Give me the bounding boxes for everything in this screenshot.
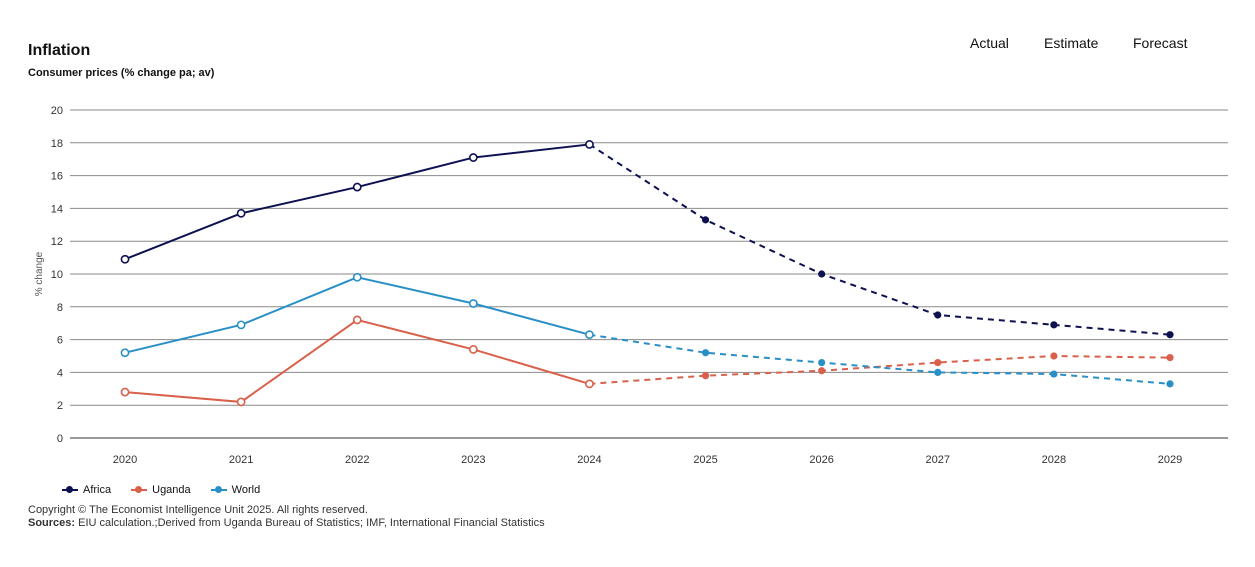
phase-label-actual: Actual	[970, 35, 1009, 51]
data-point-uganda-2022	[352, 315, 362, 325]
data-point-world-2025	[701, 349, 710, 357]
y-tick-label-4: 4	[57, 367, 63, 379]
legend-label-uganda: Uganda	[152, 484, 191, 496]
line-chart: 0 2 4 6 8 10 12 14 16 18 20 % change 2020 2021 2022 202…	[34, 105, 1228, 466]
x-tick-label-2020: 2020	[113, 454, 137, 466]
x-tick-label-2023: 2023	[461, 454, 485, 466]
data-point-africa-2021	[236, 208, 246, 218]
x-tick-label-2029: 2029	[1158, 454, 1182, 466]
series-line-actual-world	[124, 276, 590, 354]
data-point-uganda-2025	[701, 372, 710, 380]
phase-label-estimate: Estimate	[1044, 35, 1099, 51]
data-point-world-2023	[468, 299, 478, 308]
copyright-note: Copyright © The Economist Intelligence U…	[28, 504, 368, 516]
data-point-africa-2027	[934, 311, 942, 319]
data-point-uganda-2026	[818, 367, 826, 375]
y-tick-label-16: 16	[51, 171, 63, 183]
y-tick-label-12: 12	[51, 236, 63, 248]
data-point-world-2028	[1050, 370, 1058, 378]
legend-item-world[interactable]: World	[210, 484, 261, 496]
data-point-uganda-2024	[585, 379, 594, 389]
data-point-uganda-2027	[934, 358, 942, 367]
legend-label-africa: Africa	[83, 484, 112, 496]
legend: Africa Uganda World	[62, 484, 260, 496]
x-tick-label-2027: 2027	[926, 454, 950, 466]
x-tick-label-2025: 2025	[693, 454, 717, 466]
data-point-uganda-2021	[236, 397, 246, 407]
y-tick-label-18: 18	[51, 138, 63, 150]
data-point-world-2021	[236, 320, 246, 330]
y-tick-label-2: 2	[57, 400, 63, 412]
x-tick-label-2024: 2024	[577, 454, 601, 466]
data-point-world-2024	[585, 330, 594, 340]
data-point-africa-2028	[1050, 321, 1058, 329]
data-point-africa-2029	[1166, 331, 1174, 339]
phase-label-forecast: Forecast	[1133, 35, 1188, 51]
y-tick-label-14: 14	[51, 203, 63, 215]
data-point-africa-2026	[818, 270, 826, 278]
y-tick-label-10: 10	[51, 269, 63, 281]
x-tick-label-2022: 2022	[345, 454, 369, 466]
y-tick-label-6: 6	[57, 335, 63, 347]
data-point-world-2020	[120, 348, 130, 358]
data-point-africa-2023	[468, 153, 478, 162]
legend-item-africa[interactable]: Africa	[62, 484, 111, 496]
data-point-world-2027	[934, 368, 942, 376]
x-tick-label-2021: 2021	[229, 454, 253, 466]
series-line-actual-uganda	[124, 318, 590, 403]
x-tick-label-2028: 2028	[1042, 454, 1066, 466]
y-tick-label-8: 8	[57, 302, 63, 314]
y-tick-label-0: 0	[57, 433, 63, 445]
data-point-africa-2022	[352, 182, 362, 192]
series-line-forecast-uganda	[589, 354, 1171, 385]
y-tick-label-20: 20	[51, 105, 63, 117]
data-point-world-2026	[818, 358, 826, 367]
legend-label-world: World	[231, 484, 261, 496]
data-point-africa-2024	[585, 140, 594, 149]
sources-label: Sources:	[28, 517, 76, 529]
data-point-africa-2025	[701, 216, 710, 224]
data-point-uganda-2023	[468, 345, 478, 354]
sources-note: Sources: EIU calculation.;Derived from U…	[28, 517, 545, 529]
chart-title: Inflation	[28, 42, 91, 59]
data-point-world-2029	[1166, 380, 1174, 388]
data-point-uganda-2028	[1050, 352, 1058, 360]
data-point-world-2022	[352, 272, 362, 282]
legend-swatch-world	[210, 485, 227, 495]
chart-subtitle: Consumer prices (% change pa; av)	[28, 67, 215, 79]
series-line-forecast-world	[589, 333, 1171, 385]
series-line-forecast-africa	[588, 143, 1171, 336]
y-axis-label: % change	[34, 251, 45, 296]
data-point-uganda-2020	[120, 387, 130, 397]
data-point-uganda-2029	[1166, 354, 1174, 362]
x-tick-label-2026: 2026	[809, 454, 833, 466]
series-line-actual-africa	[124, 143, 590, 261]
legend-swatch-uganda	[131, 485, 148, 495]
legend-item-uganda[interactable]: Uganda	[131, 484, 191, 496]
sources-text: EIU calculation.;Derived from Uganda Bur…	[75, 517, 545, 529]
legend-swatch-africa	[62, 485, 78, 495]
data-point-africa-2020	[120, 254, 130, 264]
